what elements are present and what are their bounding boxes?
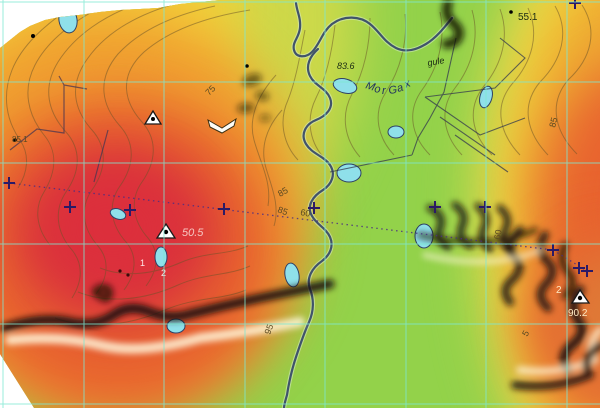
- svg-text:85: 85: [276, 185, 290, 199]
- svg-text:gule: gule: [427, 55, 445, 68]
- svg-text:55.1: 55.1: [518, 12, 538, 23]
- svg-text:2: 2: [556, 285, 562, 296]
- svg-text:85: 85: [276, 204, 289, 217]
- svg-text:60: 60: [492, 229, 504, 241]
- svg-text:5: 5: [520, 329, 531, 338]
- svg-text:83.6: 83.6: [337, 61, 355, 71]
- svg-text:95: 95: [262, 323, 275, 336]
- svg-text:75: 75: [203, 83, 217, 97]
- svg-text:2: 2: [161, 268, 166, 278]
- svg-text:85.1: 85.1: [12, 135, 28, 144]
- svg-text:50.5: 50.5: [182, 227, 204, 239]
- svg-text:60: 60: [300, 207, 312, 219]
- svg-text:85: 85: [547, 116, 559, 128]
- svg-text:1: 1: [140, 258, 145, 268]
- svg-text:90.2: 90.2: [568, 308, 588, 319]
- svg-text:r: r: [382, 85, 387, 97]
- svg-text:o: o: [374, 83, 382, 96]
